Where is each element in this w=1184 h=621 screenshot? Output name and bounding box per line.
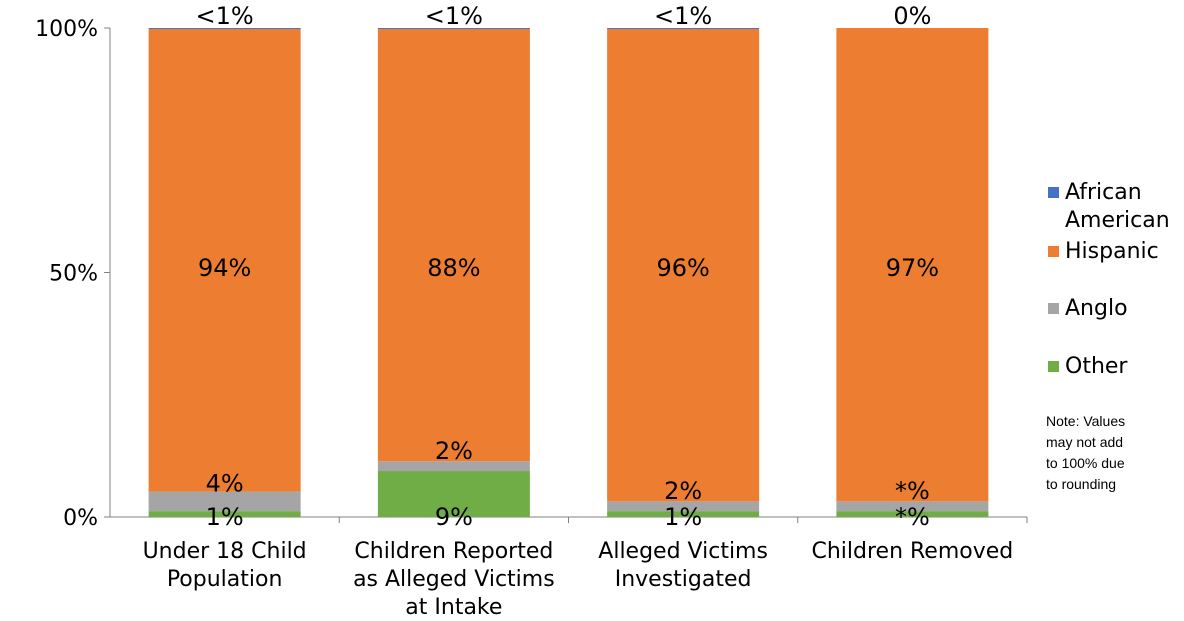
x-category-label: Alleged Victims bbox=[598, 539, 768, 564]
bar-segment-hispanic bbox=[377, 28, 530, 462]
x-category-label: Children Reported bbox=[354, 539, 553, 564]
bar-segment-hispanic bbox=[148, 28, 301, 492]
data-label-other: 1% bbox=[206, 503, 244, 531]
bar-segment-african-american bbox=[607, 28, 760, 29]
data-label-african-american: <1% bbox=[425, 2, 483, 30]
data-label-african-american: 0% bbox=[893, 2, 931, 30]
legend-swatch bbox=[1048, 187, 1059, 198]
data-label-other: 9% bbox=[435, 503, 473, 531]
bar-segment-other bbox=[836, 511, 989, 517]
bar-segment-other bbox=[607, 511, 760, 517]
data-label-other: 1% bbox=[664, 503, 702, 531]
legend-swatch bbox=[1048, 246, 1059, 257]
bar-segment-anglo bbox=[607, 501, 760, 512]
x-category-label: Investigated bbox=[615, 567, 752, 592]
legend-swatch bbox=[1048, 303, 1059, 314]
data-label-african-american: <1% bbox=[196, 2, 254, 30]
bar-segment-african-american bbox=[377, 28, 530, 29]
legend-label: Anglo bbox=[1065, 296, 1128, 321]
y-tick-label: 100% bbox=[35, 17, 98, 42]
x-category-label: Children Removed bbox=[811, 539, 1013, 564]
y-tick-label: 50% bbox=[49, 262, 98, 287]
data-label-african-american: <1% bbox=[654, 2, 712, 30]
legend-label: Hispanic bbox=[1065, 239, 1159, 264]
data-label-hispanic: 88% bbox=[427, 254, 480, 282]
bar-segment-other bbox=[377, 471, 530, 517]
bar-segment-other bbox=[148, 511, 301, 517]
bar-segment-hispanic bbox=[836, 28, 989, 502]
legend-label: American bbox=[1065, 208, 1170, 233]
data-label-hispanic: 97% bbox=[886, 254, 939, 282]
legend-swatch bbox=[1048, 361, 1059, 372]
legend-label: African bbox=[1065, 180, 1142, 205]
data-label-anglo: 4% bbox=[206, 470, 244, 498]
x-category-label: as Alleged Victims bbox=[353, 567, 555, 592]
x-category-label: Under 18 Child bbox=[143, 539, 307, 564]
rounding-note: Note: Values may not add to 100% due to … bbox=[1046, 413, 1126, 492]
bar-segment-anglo bbox=[377, 461, 530, 472]
bar-segment-hispanic bbox=[607, 28, 760, 502]
data-label-anglo: 2% bbox=[664, 477, 702, 505]
bar-segment-anglo bbox=[836, 501, 989, 512]
data-label-other: *% bbox=[895, 503, 930, 531]
x-category-label: Population bbox=[167, 567, 283, 592]
data-label-anglo: 2% bbox=[435, 437, 473, 465]
bar-segment-anglo bbox=[148, 491, 301, 512]
data-label-hispanic: 94% bbox=[198, 254, 251, 282]
data-label-hispanic: 96% bbox=[656, 254, 709, 282]
x-category-label: at Intake bbox=[405, 595, 502, 620]
data-label-anglo: *% bbox=[895, 477, 930, 505]
bar-segment-african-american bbox=[148, 28, 301, 29]
legend-label: Other bbox=[1065, 354, 1128, 379]
y-tick-label: 0% bbox=[63, 506, 98, 531]
